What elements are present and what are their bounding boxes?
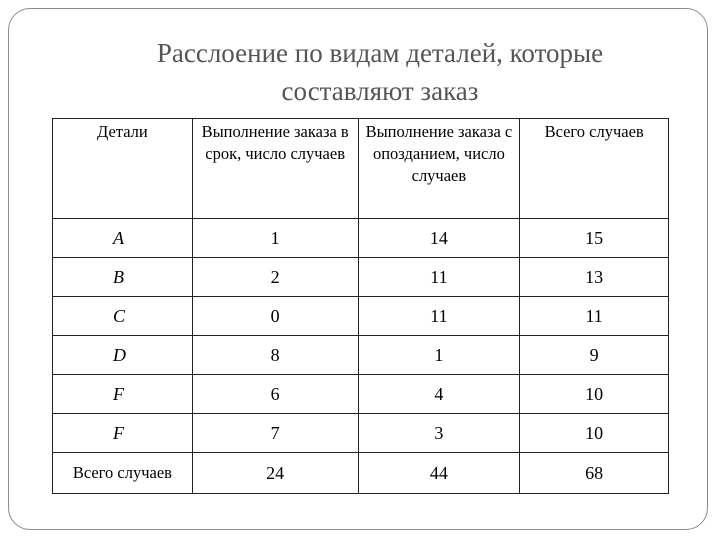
- cell-detail: F: [52, 374, 193, 414]
- header-total: Всего случаев: [519, 118, 669, 219]
- cell-total: 10: [519, 413, 669, 453]
- slide-title: Расслоение по видам деталей, которые сос…: [60, 34, 700, 110]
- cell-late: 11: [357, 296, 521, 336]
- cell-total: 10: [519, 374, 669, 414]
- cell-total: 15: [519, 218, 669, 258]
- slide-title-line-2: составляют заказ: [281, 76, 479, 106]
- table-row: B 2 11 13: [52, 257, 669, 297]
- cell-on-time: 2: [191, 257, 359, 297]
- table-header-row: Детали Выполнение заказа в срок, число с…: [52, 118, 669, 219]
- cell-detail: B: [52, 257, 193, 297]
- cell-total: 9: [519, 335, 669, 375]
- cell-late: 1: [357, 335, 521, 375]
- cell-totals-late: 44: [357, 452, 521, 494]
- table-totals-row: Всего случаев 24 44 68: [52, 452, 669, 494]
- table-row: F 7 3 10: [52, 413, 669, 453]
- header-late: Выполнение заказа с опозданием, число сл…: [357, 118, 521, 219]
- table-row: D 8 1 9: [52, 335, 669, 375]
- table-row: C 0 11 11: [52, 296, 669, 336]
- details-table: Детали Выполнение заказа в срок, число с…: [52, 118, 669, 494]
- cell-on-time: 1: [191, 218, 359, 258]
- cell-late: 4: [357, 374, 521, 414]
- cell-detail: F: [52, 413, 193, 453]
- cell-on-time: 0: [191, 296, 359, 336]
- cell-late: 3: [357, 413, 521, 453]
- header-details: Детали: [52, 118, 193, 219]
- cell-detail: D: [52, 335, 193, 375]
- cell-detail: A: [52, 218, 193, 258]
- cell-totals-on-time: 24: [191, 452, 359, 494]
- cell-late: 14: [357, 218, 521, 258]
- cell-total: 11: [519, 296, 669, 336]
- header-on-time: Выполнение заказа в срок, число случаев: [191, 118, 359, 219]
- cell-totals-label: Всего случаев: [52, 452, 193, 494]
- slide-frame: [8, 8, 708, 530]
- cell-total: 13: [519, 257, 669, 297]
- cell-totals-total: 68: [519, 452, 669, 494]
- cell-late: 11: [357, 257, 521, 297]
- table-row: F 6 4 10: [52, 374, 669, 414]
- cell-on-time: 8: [191, 335, 359, 375]
- slide-title-line-1: Расслоение по видам деталей, которые: [156, 38, 604, 68]
- cell-detail: C: [52, 296, 193, 336]
- table-row: A 1 14 15: [52, 218, 669, 258]
- cell-on-time: 7: [191, 413, 359, 453]
- cell-on-time: 6: [191, 374, 359, 414]
